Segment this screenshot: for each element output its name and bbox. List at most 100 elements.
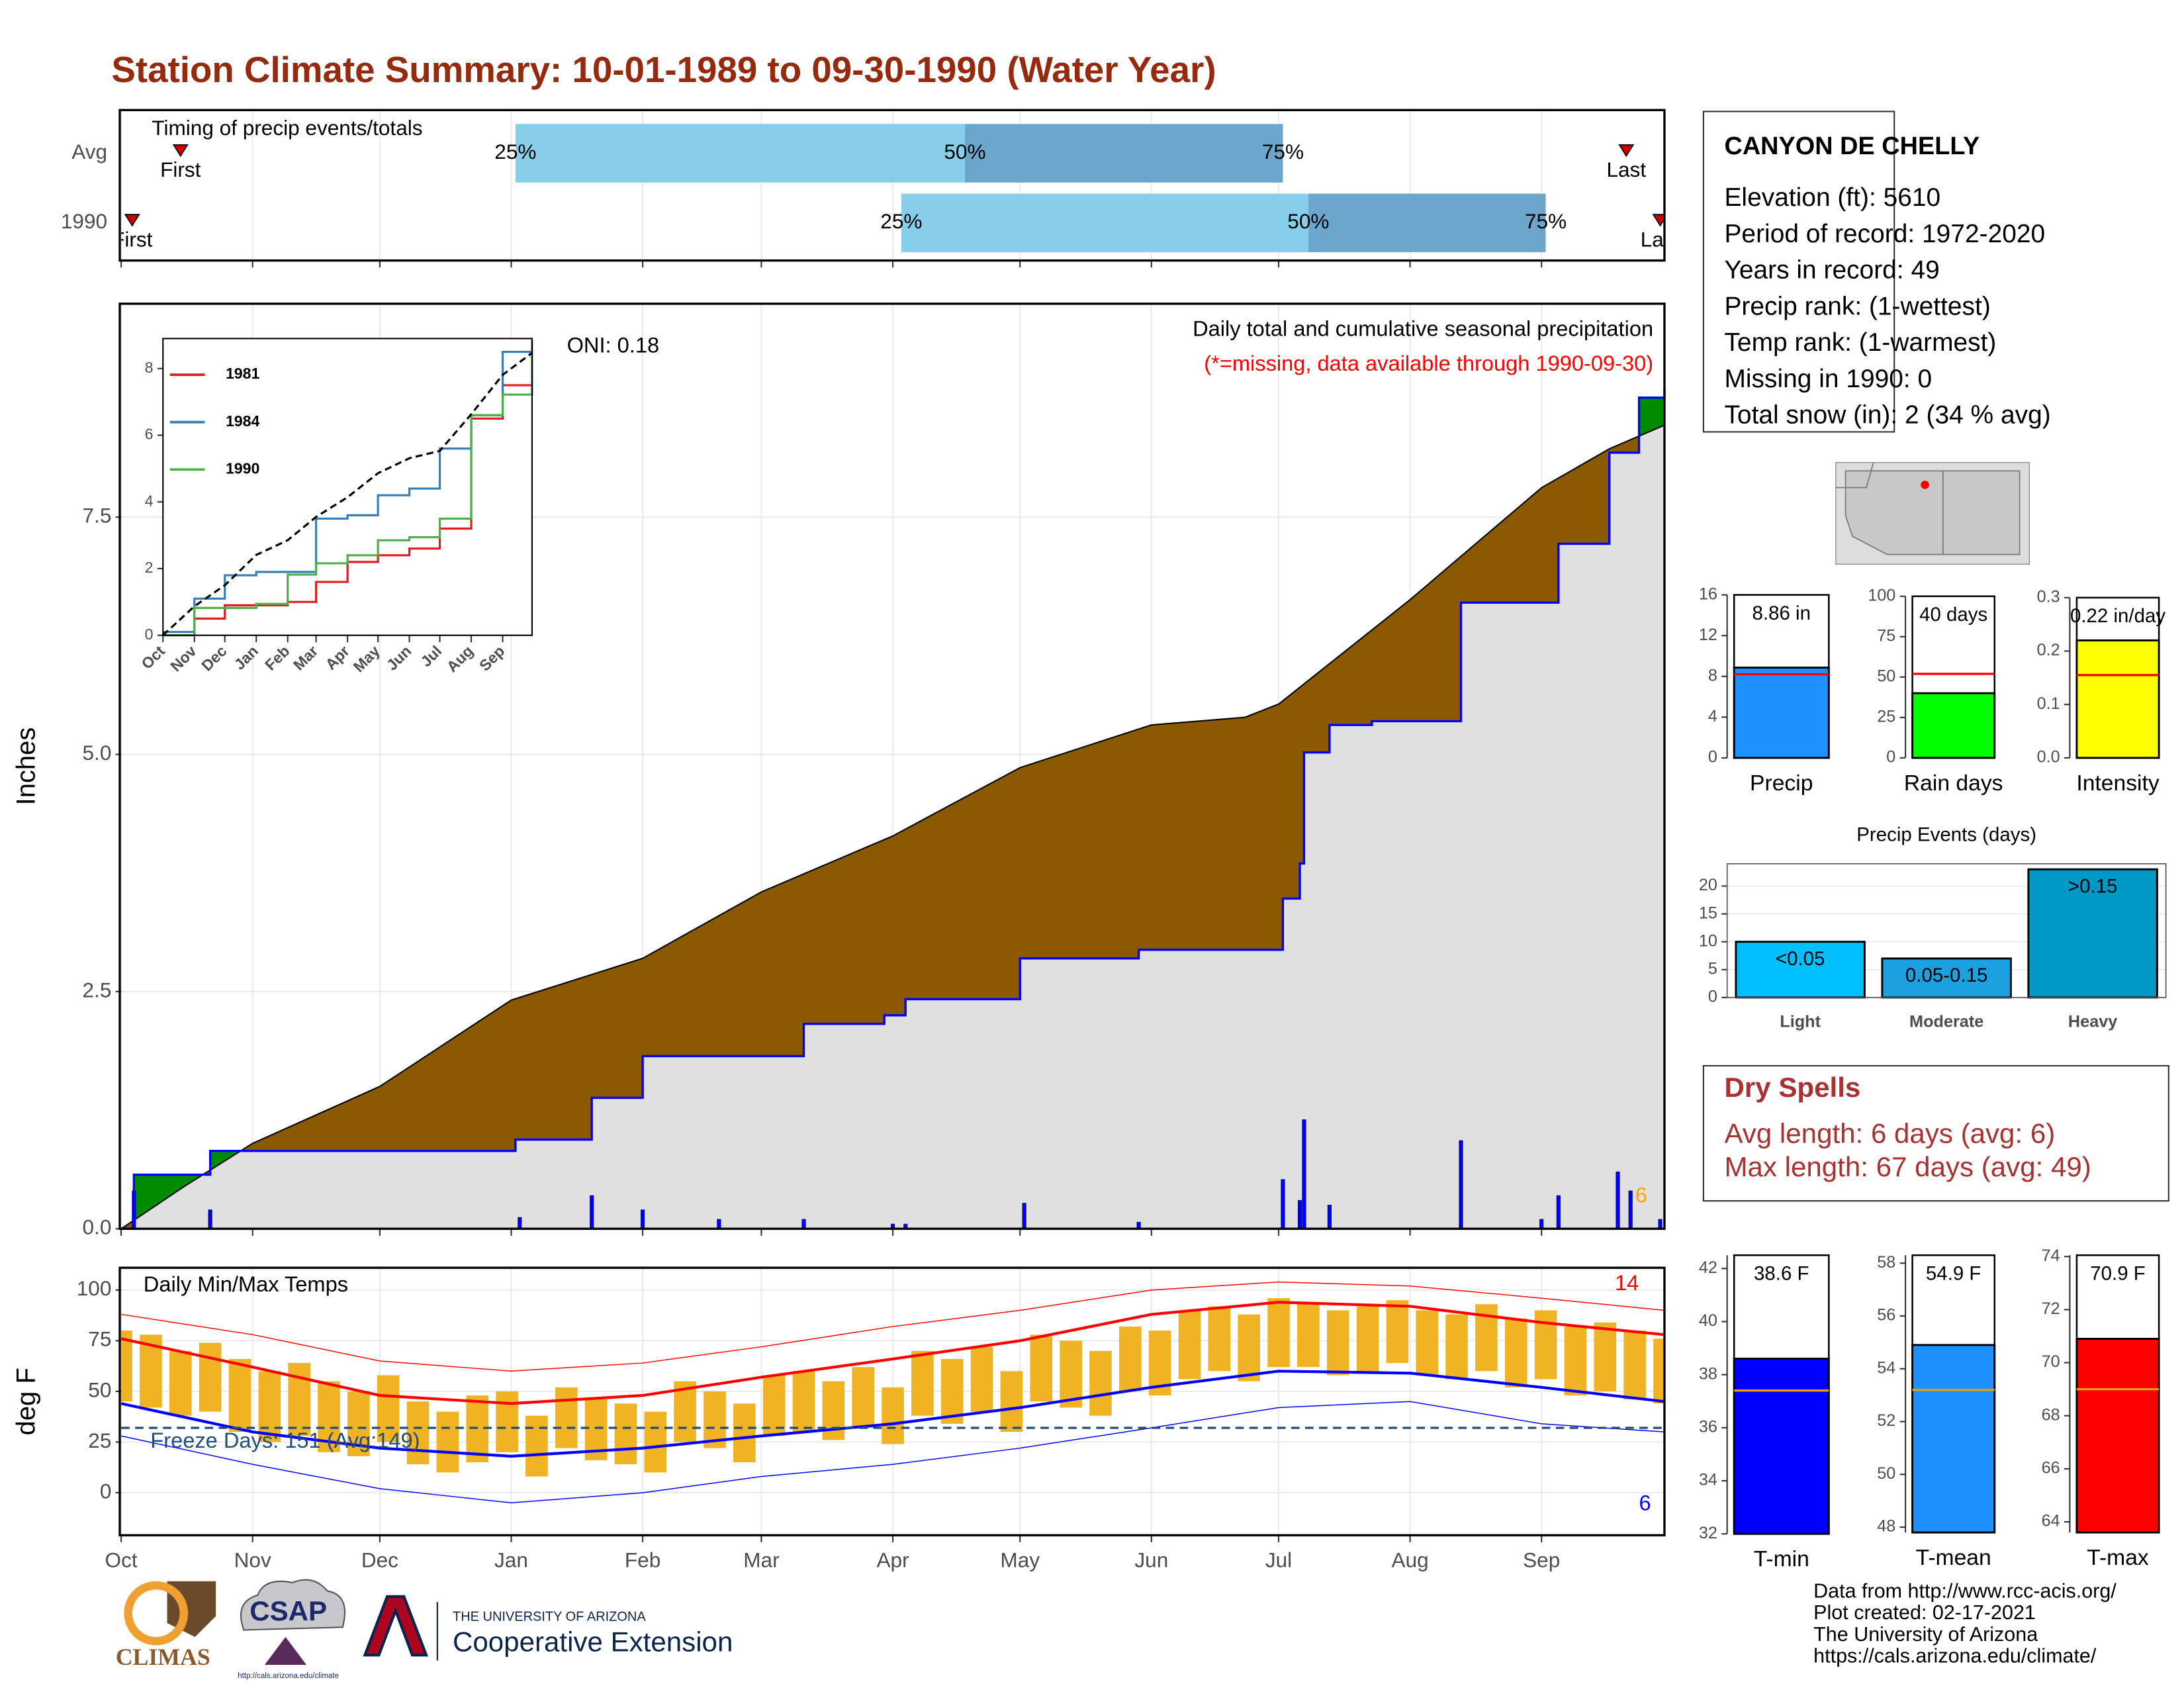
bar <box>2075 1338 2160 1534</box>
quartile-label: 50% <box>1287 209 1329 233</box>
temp-range-bar <box>121 1331 132 1402</box>
x-tick-label: Nov <box>234 1548 271 1572</box>
event-label: First <box>160 158 201 181</box>
temp-range-bar <box>762 1375 786 1436</box>
footer-line: Plot created: 02-17-2021 <box>1813 1601 2036 1624</box>
cumulative-line <box>121 388 1666 1230</box>
y-axis-label: deg F <box>12 1368 41 1435</box>
event-marker <box>124 214 140 227</box>
annotation: (*=missing, data available through 1990-… <box>1204 351 1653 375</box>
x-tick-label: Sep <box>1523 1548 1560 1572</box>
y-tick-label: 4 <box>145 492 154 509</box>
temp-range-bar <box>644 1411 667 1473</box>
climas-logo: CLIMAS <box>116 1581 216 1670</box>
avg-line <box>120 424 1665 1230</box>
temp-range-bar <box>1504 1318 1527 1387</box>
bar <box>2027 868 2158 999</box>
bar <box>1911 1344 1996 1534</box>
temp-range-bar <box>1416 1310 1439 1376</box>
temp-range-bar <box>1267 1298 1290 1368</box>
climas-text: CLIMAS <box>116 1644 210 1670</box>
ua-text: THE UNIVERSITY OF ARIZONA <box>453 1610 646 1624</box>
value-label: 40 days <box>1919 604 1987 626</box>
bar-label: >0.15 <box>2068 875 2118 897</box>
y-tick-label: 66 <box>2042 1459 2060 1477</box>
x-tick-label: Jun <box>1134 1548 1168 1572</box>
y-tick-label: 16 <box>1699 585 1717 603</box>
temp-range-bar <box>970 1346 993 1412</box>
frame <box>1726 863 2167 998</box>
state-shape <box>1942 470 2021 555</box>
annotation: Daily Min/Max Temps <box>144 1272 348 1296</box>
bar <box>1881 957 2012 999</box>
y-tick-label: 0.3 <box>2037 588 2060 606</box>
y-tick-label: 72 <box>2042 1299 2060 1318</box>
y-tick-label: 5.0 <box>83 741 112 765</box>
x-tick-label: Apr <box>876 1548 909 1572</box>
y-tick-label: 40 <box>1699 1311 1717 1330</box>
label-box <box>2075 1254 2160 1340</box>
temp-range-bar <box>555 1387 578 1448</box>
y-tick-label: 36 <box>1699 1417 1717 1436</box>
y-tick-label: 52 <box>1877 1411 1895 1430</box>
page-title: Station Climate Summary: 10-01-1989 to 0… <box>111 49 1216 90</box>
daily-bar <box>1615 1171 1620 1229</box>
daily-bar <box>1302 1119 1306 1229</box>
csap-logo: CSAP http://cals.arizona.edu/climate <box>238 1579 346 1680</box>
temp-range-bar <box>1594 1322 1617 1391</box>
y-tick-label: 68 <box>2042 1405 2060 1424</box>
x-axis-label: T-max <box>2087 1546 2149 1570</box>
footer-line: The University of Arizona <box>1813 1623 2038 1646</box>
value-label: 54.9 F <box>1926 1262 1981 1284</box>
y-tick-label: 10 <box>1699 931 1717 950</box>
temp-range-bar <box>288 1363 310 1436</box>
bar <box>1733 667 1830 759</box>
y-tick-label: 64 <box>2042 1512 2060 1530</box>
y-tick-label: 100 <box>77 1276 112 1300</box>
temp-range-bar <box>1356 1306 1379 1372</box>
y-tick-label: 25 <box>1877 708 1895 726</box>
y-tick-label: 34 <box>1699 1471 1717 1489</box>
normal-line <box>121 1370 1664 1458</box>
x-tick-label: May <box>1000 1548 1040 1572</box>
y-tick-label: 32 <box>1699 1524 1717 1542</box>
temp-range-bar <box>1564 1326 1587 1396</box>
y-tick-label: 0.0 <box>83 1215 112 1239</box>
frame <box>118 1266 1666 1536</box>
y-tick-label: 0 <box>100 1479 112 1503</box>
y-tick-label: 100 <box>1868 586 1895 604</box>
annotation: 6 <box>1639 1491 1651 1515</box>
quartile-bar <box>515 124 965 183</box>
daily-bar <box>717 1219 721 1229</box>
daily-bar <box>1022 1203 1026 1229</box>
temp-range-bar <box>1178 1310 1201 1380</box>
event-label: Last <box>1641 227 1680 251</box>
x-tick-label: Oct <box>105 1548 138 1572</box>
y-tick-label: 48 <box>1877 1517 1895 1536</box>
daily-bar <box>1327 1205 1332 1229</box>
temp-range-bar <box>525 1415 548 1477</box>
y-tick-label: 6 <box>145 426 154 443</box>
quartile-label: 75% <box>1262 140 1304 164</box>
y-tick-label: 0 <box>145 626 154 643</box>
frame <box>118 109 1666 262</box>
value-label: 70.9 F <box>2090 1262 2146 1284</box>
temp-range-bar <box>614 1403 637 1465</box>
station-line: Period of record: 1972-2020 <box>1724 220 2045 248</box>
daily-bar <box>1459 1140 1463 1229</box>
temp-range-bar <box>377 1375 400 1442</box>
label-box <box>1733 594 1830 669</box>
y-tick-label: 20 <box>1699 876 1717 894</box>
footer-line: Data from http://www.rcc-acis.org/ <box>1813 1580 2116 1603</box>
temp-range-bar <box>228 1358 251 1432</box>
y-tick-label: 12 <box>1699 626 1717 644</box>
station-name: CANYON DE CHELLY <box>1724 132 1979 160</box>
temp-range-bar <box>1030 1335 1053 1402</box>
temp-range-bar <box>852 1367 875 1429</box>
dry-spell-line: Avg length: 6 days (avg: 6) <box>1724 1117 2055 1149</box>
y-tick-label: 4 <box>1708 707 1717 726</box>
y-tick-label: 7.5 <box>83 504 112 528</box>
temp-range-bar <box>436 1411 459 1473</box>
daily-bar <box>518 1217 522 1229</box>
